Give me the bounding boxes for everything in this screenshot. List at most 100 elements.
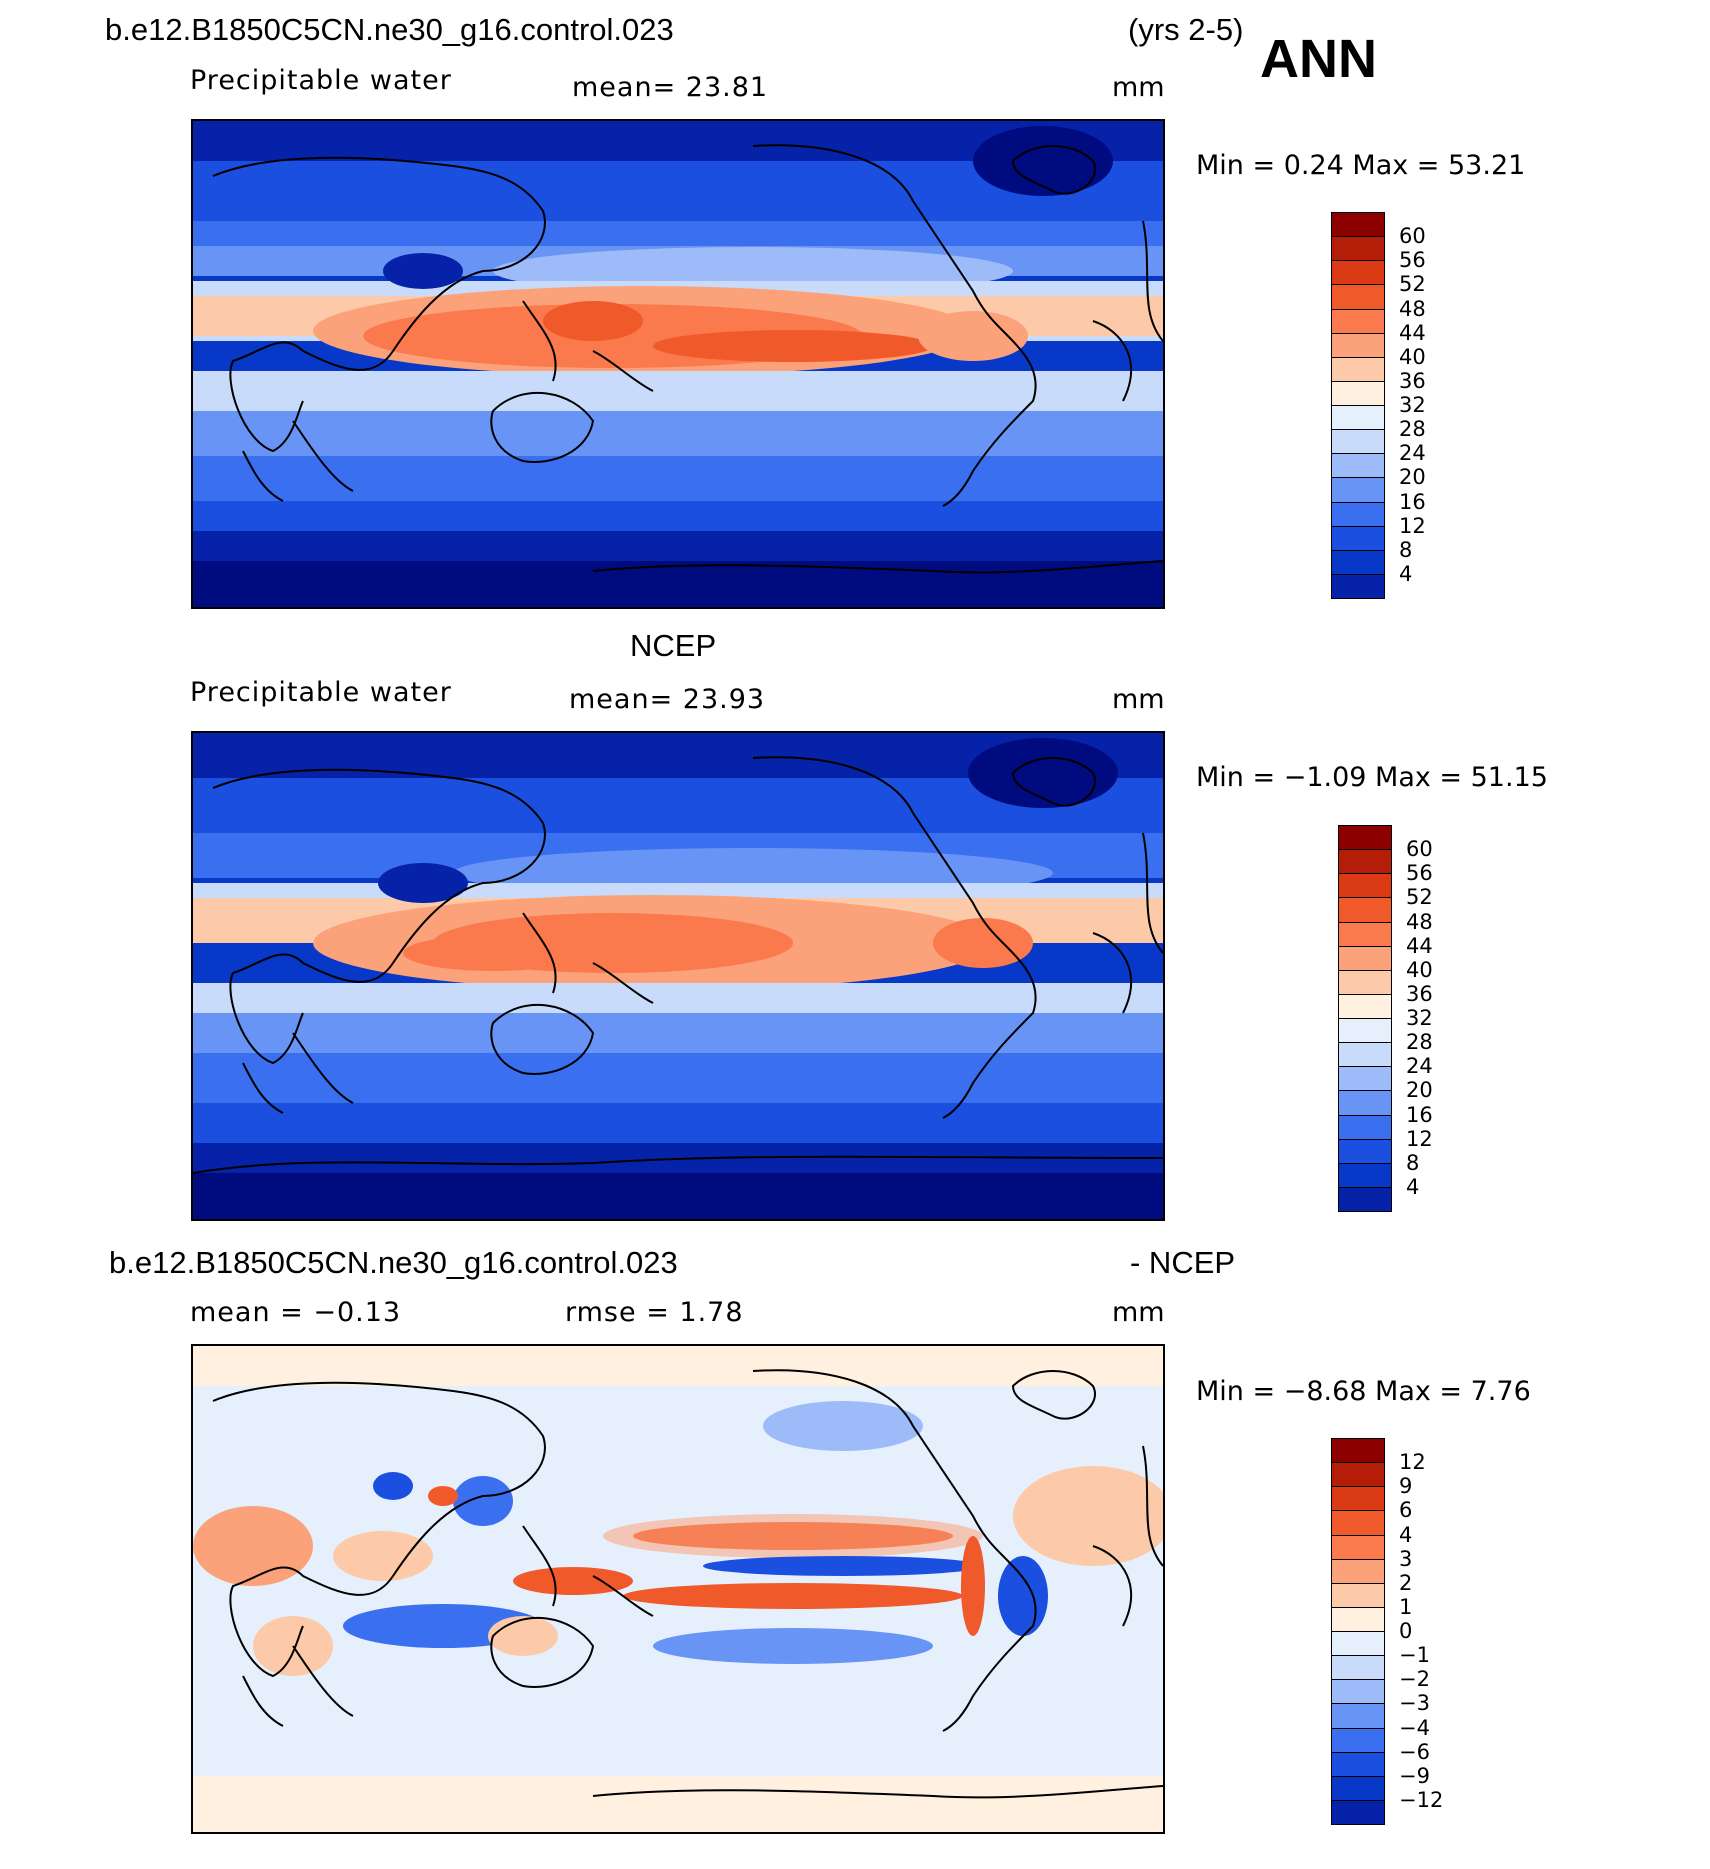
colorbar-tick-label: 32 <box>1399 393 1426 417</box>
colorbar-swatch <box>1338 1042 1392 1068</box>
colorbar-swatch <box>1331 1799 1385 1825</box>
panel3-map <box>191 1344 1165 1834</box>
colorbar-tick-label: 36 <box>1406 981 1433 1006</box>
panel2-map <box>191 731 1165 1221</box>
panel3-rmse: rmse = 1.78 <box>565 1297 744 1328</box>
colorbar-tick-label: 56 <box>1406 861 1433 886</box>
panel2-colorbar: 60 56 52 48 44 40 36 32 28 24 20 16 12 8 4 <box>1338 825 1438 1212</box>
panel1-colorbar: 60 56 52 48 44 40 36 32 28 24 20 16 12 8 4 <box>1331 212 1431 599</box>
colorbar-tick-label: 12 <box>1406 1126 1433 1151</box>
colorbar-tick-label: −1 <box>1399 1643 1430 1668</box>
colorbar-tick-label: 36 <box>1399 368 1426 393</box>
panel3-mean: mean = −0.13 <box>190 1297 402 1328</box>
panel3-title: b.e12.B1850C5CN.ne30_g16.control.023 <box>109 1245 678 1280</box>
colorbar-swatch <box>1331 1679 1385 1705</box>
colorbar-tick-label: 2 <box>1399 1570 1413 1595</box>
colorbar-tick-label: −3 <box>1399 1691 1430 1716</box>
colorbar-tick-label: 4 <box>1399 561 1413 586</box>
colorbar-swatch <box>1338 825 1392 851</box>
season-label: ANN <box>1260 29 1377 89</box>
colorbar-tick-label: 3 <box>1399 1546 1413 1571</box>
colorbar-swatch <box>1331 429 1385 455</box>
colorbar-tick-label: 9 <box>1399 1474 1413 1499</box>
panel1-variable: Precipitable water <box>190 65 452 96</box>
colorbar-tick-label: −12 <box>1399 1787 1444 1812</box>
panel1-field <box>193 121 1163 607</box>
panel1-units: mm <box>1112 72 1165 103</box>
colorbar-swatch <box>1331 332 1385 358</box>
colorbar-swatch <box>1331 1655 1385 1681</box>
colorbar-tick-label: 32 <box>1406 1006 1433 1030</box>
colorbar-swatch <box>1331 1438 1385 1464</box>
colorbar-swatch <box>1331 380 1385 406</box>
colorbar-swatch <box>1331 260 1385 286</box>
panel1-map <box>191 119 1165 609</box>
colorbar-tick-label: 4 <box>1406 1174 1420 1199</box>
colorbar-swatch <box>1338 1066 1392 1092</box>
colorbar-tick-label: 8 <box>1406 1150 1420 1175</box>
panel1-minmax: Min = 0.24 Max = 53.21 <box>1196 150 1526 181</box>
colorbar-tick-label: 52 <box>1399 272 1426 297</box>
colorbar-swatch <box>1331 1751 1385 1777</box>
colorbar-swatch <box>1331 525 1385 551</box>
colorbar-tick-label: 12 <box>1399 513 1426 538</box>
colorbar-tick-label: 48 <box>1406 909 1433 934</box>
panel3-title-right: - NCEP <box>1130 1245 1236 1280</box>
colorbar-tick-label: 44 <box>1399 320 1426 345</box>
colorbar-swatch <box>1338 1114 1392 1140</box>
colorbar-tick-label: −4 <box>1399 1715 1430 1740</box>
colorbar-tick-label: 1 <box>1399 1594 1413 1619</box>
colorbar-swatch <box>1331 1582 1385 1608</box>
colorbar-swatch <box>1331 1775 1385 1801</box>
colorbar-swatch <box>1331 1462 1385 1488</box>
colorbar-swatch <box>1331 236 1385 262</box>
colorbar-swatch <box>1331 453 1385 479</box>
years-label: (yrs 2-5) <box>1128 12 1244 47</box>
colorbar-tick-label: 20 <box>1406 1078 1433 1103</box>
panel2-title: NCEP <box>630 628 717 663</box>
colorbar-swatch <box>1338 897 1392 923</box>
colorbar-tick-label: 0 <box>1399 1619 1413 1643</box>
colorbar-tick-label: 20 <box>1399 465 1426 490</box>
colorbar-swatch <box>1338 1186 1392 1212</box>
case-title: b.e12.B1850C5CN.ne30_g16.control.023 <box>105 12 674 47</box>
colorbar-tick-label: 16 <box>1399 489 1426 514</box>
colorbar-tick-label: −6 <box>1399 1739 1430 1764</box>
colorbar-swatch <box>1338 873 1392 899</box>
colorbar-tick-label: 56 <box>1399 248 1426 273</box>
panel3-units: mm <box>1112 1297 1165 1328</box>
colorbar-swatch <box>1331 1486 1385 1512</box>
panel3-minmax: Min = −8.68 Max = 7.76 <box>1196 1376 1531 1407</box>
colorbar-tick-label: −9 <box>1399 1763 1430 1788</box>
colorbar-swatch <box>1338 1162 1392 1188</box>
colorbar-tick-label: 28 <box>1406 1030 1433 1055</box>
colorbar-swatch <box>1331 1631 1385 1657</box>
colorbar-swatch <box>1331 1703 1385 1729</box>
panel3-field <box>193 1346 1163 1832</box>
colorbar-swatch <box>1338 1018 1392 1044</box>
panel1-mean: mean= 23.81 <box>572 72 769 103</box>
colorbar-tick-label: 48 <box>1399 296 1426 321</box>
colorbar-swatch <box>1331 573 1385 599</box>
colorbar-swatch <box>1331 284 1385 310</box>
colorbar-swatch <box>1331 477 1385 503</box>
colorbar-tick-label: 40 <box>1399 344 1426 369</box>
colorbar-tick-label: 60 <box>1399 224 1426 249</box>
colorbar-swatch <box>1338 1138 1392 1164</box>
colorbar-swatch <box>1331 1534 1385 1560</box>
colorbar-swatch <box>1331 356 1385 382</box>
colorbar-swatch <box>1338 969 1392 995</box>
colorbar-swatch <box>1331 405 1385 431</box>
colorbar-tick-label: 24 <box>1406 1054 1433 1079</box>
colorbar-tick-label: 44 <box>1406 933 1433 958</box>
colorbar-swatch <box>1331 308 1385 334</box>
colorbar-tick-label: 16 <box>1406 1102 1433 1127</box>
panel3-colorbar: 12 9 6 4 3 2 1 0 −1 −2 −3 −4 −6 −9 −12 <box>1331 1438 1443 1825</box>
colorbar-tick-label: 40 <box>1406 957 1433 982</box>
colorbar-tick-label: 12 <box>1399 1450 1426 1475</box>
colorbar-swatch <box>1331 1510 1385 1536</box>
panel2-units: mm <box>1112 684 1165 715</box>
colorbar-swatch <box>1331 1727 1385 1753</box>
colorbar-swatch <box>1338 993 1392 1019</box>
colorbar-tick-label: 24 <box>1399 441 1426 466</box>
